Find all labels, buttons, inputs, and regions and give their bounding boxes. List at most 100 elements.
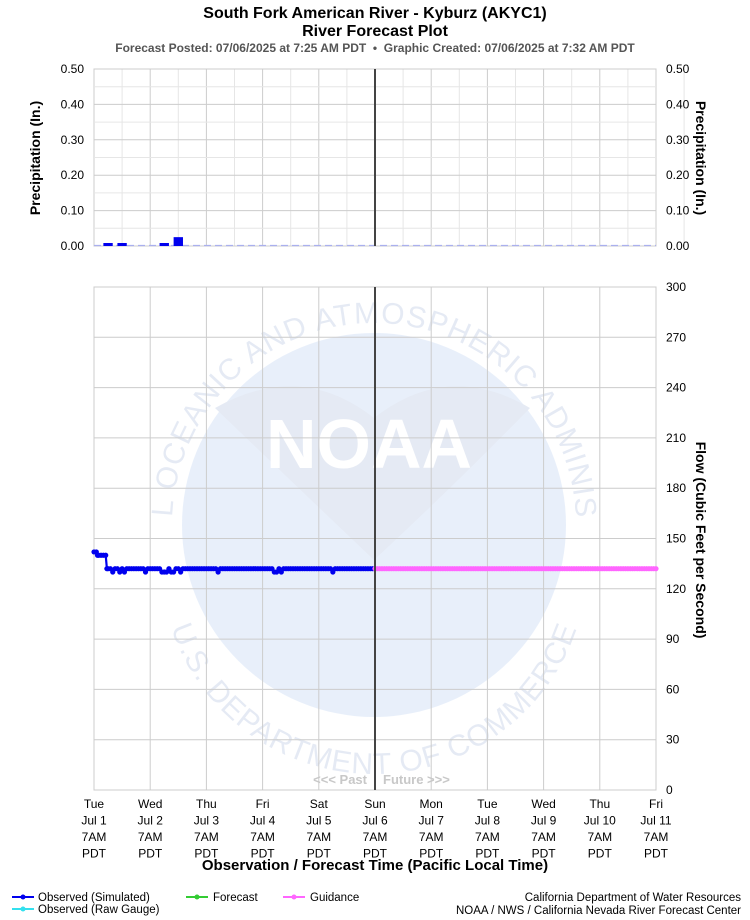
precipitation-tick-labels: 0.50 0.50 0.40 0.40 0.30 0.30 0.20 0.20 0.10 0.10… bbox=[61, 62, 690, 253]
noaa-logo-text: NOAA bbox=[266, 405, 472, 483]
flow-tick-label: 210 bbox=[666, 431, 686, 445]
time-tick-label: Tue bbox=[477, 797, 498, 811]
flow-ylabel-right: Flow (Cubic Feet per Second) bbox=[693, 442, 709, 639]
time-tick-label: Wed bbox=[138, 797, 162, 811]
time-tick-label: 7AM bbox=[363, 830, 388, 844]
time-tick-label: Wed bbox=[531, 797, 555, 811]
flow-tick-label: 180 bbox=[666, 481, 686, 495]
future-label: Future >>> bbox=[383, 772, 450, 787]
time-tick-label: Jul 6 bbox=[362, 814, 388, 828]
precip-tick-label-right: 0.50 bbox=[666, 62, 690, 76]
precip-tick-label-right: 0.40 bbox=[666, 97, 690, 111]
flow-tick-label: 30 bbox=[666, 733, 680, 747]
legend: Observed (Simulated) Observed (Raw Gauge… bbox=[12, 892, 359, 916]
precip-ylabel-left: Precipitation (In.) bbox=[27, 101, 43, 215]
time-tick-label: Sat bbox=[310, 797, 329, 811]
time-tick-label: 7AM bbox=[82, 830, 107, 844]
time-tick-label: PDT bbox=[363, 847, 388, 861]
time-tick-label: Fri bbox=[649, 797, 663, 811]
time-tick-label: Jul 3 bbox=[194, 814, 220, 828]
time-tick-labels: Tue Jul 1 7AM PDT Wed Jul 2 7AM PDT Thu Jul 3 7AM P… bbox=[81, 797, 672, 861]
time-tick-label: 7AM bbox=[250, 830, 275, 844]
time-tick-label: PDT bbox=[419, 847, 444, 861]
time-tick-label: PDT bbox=[307, 847, 332, 861]
precipitation-bars bbox=[94, 69, 656, 247]
flow-tick-label: 240 bbox=[666, 381, 686, 395]
flow-tick-label: 300 bbox=[666, 280, 686, 294]
time-tick-label: Jul 9 bbox=[531, 814, 557, 828]
precip-tick-label-left: 0.10 bbox=[61, 204, 85, 218]
flow-tick-label: 150 bbox=[666, 532, 686, 546]
time-tick-label: Jul 4 bbox=[250, 814, 276, 828]
flow-tick-label: 90 bbox=[666, 632, 680, 646]
time-tick-label: 7AM bbox=[138, 830, 163, 844]
legend-observed-raw-label: Observed (Raw Gauge) bbox=[38, 904, 160, 916]
precip-tick-label-right: 0.00 bbox=[666, 239, 690, 253]
precipitation-panel: 0.50 0.50 0.40 0.40 0.30 0.30 0.20 0.20 0.10 0.10… bbox=[27, 62, 709, 253]
precip-tick-label-left: 0.30 bbox=[61, 133, 85, 147]
time-tick-label: Jul 7 bbox=[419, 814, 445, 828]
time-tick-label: Thu bbox=[196, 797, 217, 811]
precip-bar bbox=[173, 237, 183, 246]
flow-tick-label: 270 bbox=[666, 330, 686, 344]
legend-forecast: Forecast bbox=[186, 892, 259, 904]
time-tick-label: Jul 1 bbox=[81, 814, 107, 828]
chart-subtitle: Forecast Posted: 07/06/2025 at 7:25 AM P… bbox=[115, 41, 635, 55]
time-tick-label: Sun bbox=[364, 797, 385, 811]
time-tick-label: Jul 2 bbox=[138, 814, 164, 828]
time-tick-label: Jul 8 bbox=[475, 814, 501, 828]
time-tick-label: 7AM bbox=[194, 830, 219, 844]
guidance-point bbox=[653, 566, 659, 572]
chart-title-line1: South Fork American River - Kyburz (AKYC… bbox=[203, 5, 546, 22]
time-tick-label: Fri bbox=[256, 797, 270, 811]
precip-tick-label-right: 0.20 bbox=[666, 168, 690, 182]
time-tick-label: Tue bbox=[84, 797, 105, 811]
flow-tick-label: 0 bbox=[666, 783, 673, 797]
precip-bar bbox=[103, 243, 113, 246]
time-tick-label: Jul 5 bbox=[306, 814, 332, 828]
precip-tick-label-right: 0.10 bbox=[666, 204, 690, 218]
time-tick-label: 7AM bbox=[644, 830, 669, 844]
legend-observed-raw: Observed (Raw Gauge) bbox=[12, 904, 160, 916]
flow-series bbox=[91, 287, 659, 790]
time-tick-label: PDT bbox=[588, 847, 613, 861]
legend-observed-simulated: Observed (Simulated) bbox=[12, 892, 150, 904]
legend-guidance: Guidance bbox=[283, 892, 359, 904]
time-tick-label: Jul 11 bbox=[640, 814, 671, 828]
precip-bar bbox=[117, 243, 127, 246]
credit-line1: California Department of Water Resources bbox=[525, 892, 741, 904]
x-axis-label: Observation / Forecast Time (Pacific Loc… bbox=[202, 857, 548, 874]
time-tick-label: PDT bbox=[475, 847, 500, 861]
time-tick-label: PDT bbox=[194, 847, 219, 861]
chart-title-line2: River Forecast Plot bbox=[302, 23, 449, 40]
flow-tick-label: 120 bbox=[666, 582, 686, 596]
precipitation-grid bbox=[93, 68, 685, 247]
time-tick-label: Mon bbox=[420, 797, 443, 811]
observed-simulated-point bbox=[103, 552, 109, 558]
flow-tick-label: 60 bbox=[666, 682, 680, 696]
time-tick-label: PDT bbox=[251, 847, 276, 861]
legend-forecast-label: Forecast bbox=[213, 892, 259, 904]
time-tick-label: 7AM bbox=[531, 830, 556, 844]
legend-observed-simulated-label: Observed (Simulated) bbox=[38, 892, 150, 904]
past-label: <<< Past bbox=[313, 772, 368, 787]
time-tick-label: PDT bbox=[138, 847, 163, 861]
credit-line2: NOAA / NWS / California Nevada River For… bbox=[456, 905, 741, 917]
time-tick-label: 7AM bbox=[475, 830, 500, 844]
time-tick-label: PDT bbox=[532, 847, 557, 861]
precip-tick-label-left: 0.40 bbox=[61, 97, 85, 111]
time-tick-label: 7AM bbox=[419, 830, 444, 844]
precip-tick-label-right: 0.30 bbox=[666, 133, 690, 147]
precip-tick-label-left: 0.00 bbox=[61, 239, 85, 253]
precip-ylabel-right: Precipitation (In.) bbox=[693, 101, 709, 215]
legend-guidance-label: Guidance bbox=[310, 892, 359, 904]
precip-tick-label-left: 0.20 bbox=[61, 168, 85, 182]
noaa-logo-bird bbox=[215, 386, 530, 560]
time-tick-label: Thu bbox=[589, 797, 610, 811]
precip-tick-label-left: 0.50 bbox=[61, 62, 85, 76]
time-tick-label: 7AM bbox=[587, 830, 612, 844]
precip-bar bbox=[159, 243, 169, 246]
